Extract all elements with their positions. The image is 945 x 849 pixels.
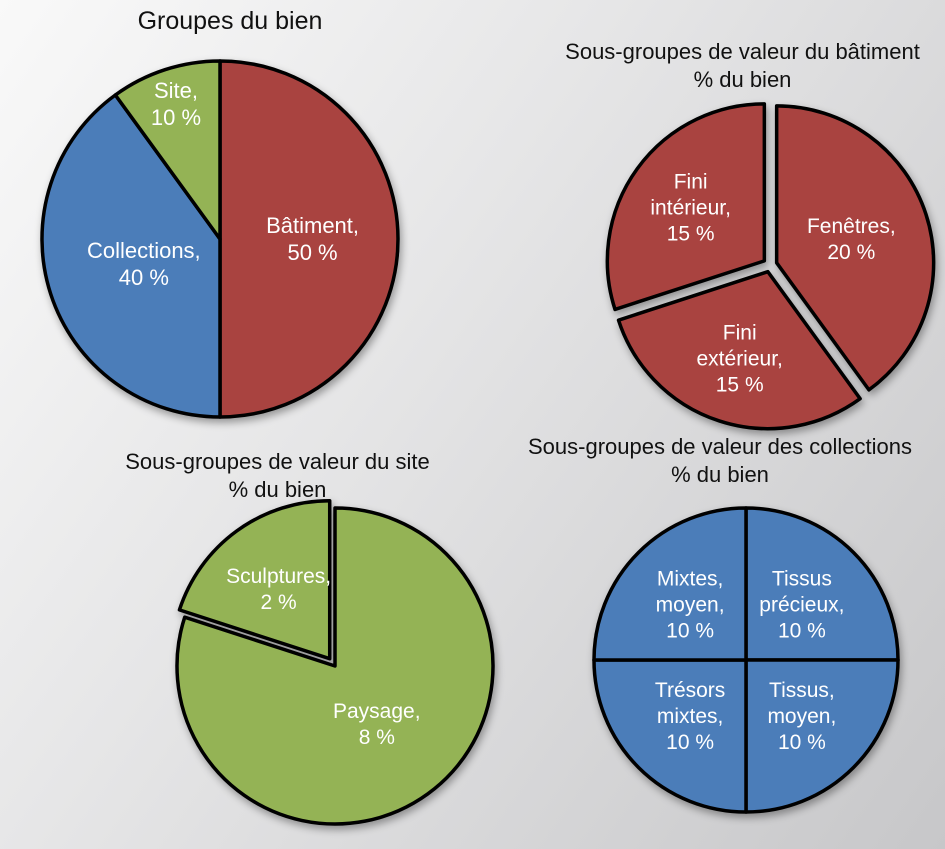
pie-slice-tresors-mixtes — [592, 658, 748, 814]
pie-slice-tissus-precieux — [744, 506, 900, 662]
pie-slice-fenetres — [774, 104, 936, 392]
chart-collections-title: Sous-groupes de valeur des collections %… — [495, 433, 945, 488]
pie-label-tresors-mixtes: Trésors mixtes, 10 % — [655, 679, 725, 754]
chart-collections-title-line1: Sous-groupes de valeur des collections — [527, 434, 912, 459]
pie-label-fini-exterieur: Fini extérieur, 15 % — [697, 322, 783, 397]
chart-site-title-line1: Sous-groupes de valeur du site — [125, 449, 430, 474]
pie-chart-groupes: Bâtiment, 50 % Collections, 40 % Site, 10 % — [40, 59, 400, 419]
pie-label-batiment: Bâtiment, 50 % — [266, 213, 359, 265]
pie-label-tissus-moyen: Tissus, moyen, 10 % — [767, 679, 836, 754]
pie-slice-fini-exterieur — [616, 269, 862, 431]
pie-label-fenetres: Fenêtres, 20 % — [807, 215, 896, 264]
chart-groupes-title: Groupes du bien — [137, 7, 323, 35]
pie-chart-collections: Tissus précieux, 10 % Tissus, moyen, 10 % Trés… — [592, 506, 900, 814]
pie-chart-site: Paysage, 8 % Sculptures, 2 % — [175, 498, 495, 826]
pie-label-sculptures: Sculptures, 2 % — [226, 565, 331, 614]
pie-label-fini-interieur: Fini intérieur, 15 % — [650, 171, 731, 246]
chart-batiment-title-line2: % du bien — [693, 66, 792, 92]
pie-slice-tissus-moyen — [744, 658, 900, 814]
pie-slice-site — [113, 59, 222, 241]
pie-slice-mixtes-moyen — [592, 506, 748, 662]
pie-slice-paysage — [175, 506, 495, 826]
chart-site-title: Sous-groupes de valeur du site % du bien — [75, 448, 480, 503]
pie-slice-sculptures — [177, 498, 332, 661]
pie-label-site: Site, 10 % — [151, 78, 201, 130]
chart-site-title-line2: % du bien — [228, 476, 327, 502]
pie-label-collections: Collections, 40 % — [87, 238, 201, 290]
pie-chart-batiment: Fenêtres, 20 % Fini extérieur, 15 % Fini intér… — [605, 102, 936, 431]
pie-label-mixtes-moyen: Mixtes, moyen, 10 % — [656, 567, 725, 642]
pie-label-tissus-precieux: Tissus précieux, 10 % — [759, 567, 844, 642]
pie-slice-fini-interieur — [605, 102, 767, 312]
pie-slice-collections — [40, 93, 222, 419]
chart-collections-title-line2: % du bien — [671, 461, 769, 487]
chart-batiment-title: Sous-groupes de valeur du bâtiment % du … — [540, 38, 945, 93]
pie-label-paysage: Paysage, 8 % — [333, 700, 421, 749]
pie-slice-batiment — [218, 59, 400, 419]
chart-batiment-title-line1: Sous-groupes de valeur du bâtiment — [565, 39, 920, 64]
